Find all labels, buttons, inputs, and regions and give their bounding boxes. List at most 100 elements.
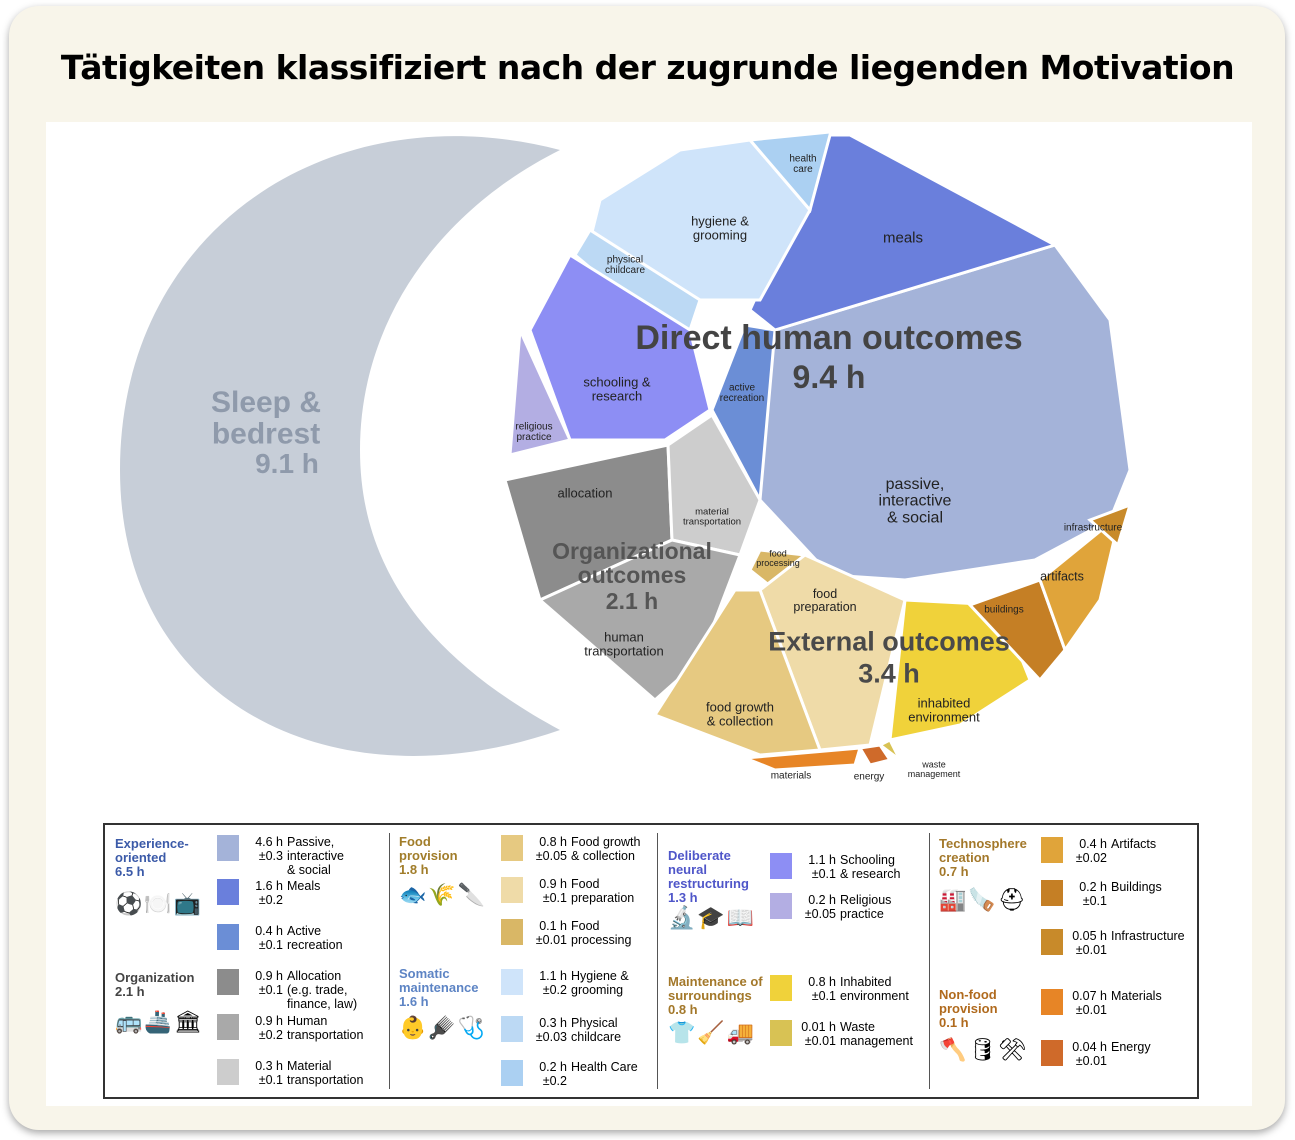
- sleep-value: 9.1 h: [255, 448, 319, 479]
- legend-label-active-recreation: Active recreation: [287, 924, 343, 952]
- legend-icons-food: 🐟🌾🔪: [399, 882, 488, 907]
- legend-label-meals: Meals: [287, 879, 321, 893]
- legend-label-passive-interactive-social: Passive, interactive & social: [287, 835, 344, 877]
- legend-value-energy: 0.04 h ±0.01: [1072, 1040, 1107, 1068]
- slice-label-materials: materials: [771, 771, 812, 782]
- group-value-organizational: 2.1 h: [606, 588, 658, 614]
- legend-swatch-schooling-research: [770, 853, 792, 879]
- legend: Experience- oriented 6.5 h ⚽🍽️📺 4.6 h ±0.3…: [103, 823, 1199, 1099]
- legend-value-materials: 0.07 h ±0.01: [1072, 989, 1107, 1017]
- slice-label-schooling-research: schooling & research: [583, 375, 651, 404]
- legend-swatch-passive-interactive-social: [217, 835, 239, 861]
- legend-swatch-religious-practice: [770, 893, 792, 919]
- legend-swatch-material-transportation: [217, 1059, 239, 1085]
- legend-swatch-materials: [1041, 989, 1063, 1015]
- slice-artifacts: [1038, 511, 1123, 654]
- legend-swatch-hygiene-grooming: [501, 969, 523, 995]
- legend-value-meals: 1.6 h ±0.2: [255, 879, 283, 907]
- legend-label-health-care: Health Care: [571, 1060, 638, 1074]
- legend-swatch-food-processing: [501, 919, 523, 945]
- slice-label-buildings: buildings: [984, 605, 1023, 616]
- slice-waste-management: [877, 737, 902, 762]
- legend-swatch-physical-childcare: [501, 1016, 523, 1042]
- slice-label-religious-practice: religious practice: [515, 421, 552, 443]
- slice-energy: [857, 743, 893, 767]
- legend-value-food-preparation: 0.9 h ±0.1: [539, 877, 567, 905]
- slice-health-care: [746, 128, 851, 214]
- slice-label-inhabited-environment: inhabited environment: [908, 696, 980, 725]
- slice-label-passive-interactive-social: passive, interactive & social: [879, 476, 952, 527]
- sleep-label: Sleep & bedrest: [211, 386, 321, 451]
- legend-group-surroundings: Maintenance of surroundings 0.8 h: [668, 974, 763, 1017]
- slice-label-meals: meals: [883, 229, 923, 246]
- legend-swatch-food-growth-collection: [501, 835, 523, 861]
- legend-divider: [657, 833, 658, 1089]
- legend-label-food-preparation: Food preparation: [571, 877, 635, 905]
- legend-icons-nonfood: 🪓🛢⚒: [939, 1037, 1029, 1062]
- legend-group-experience: Experience- oriented 6.5 h: [115, 836, 189, 879]
- legend-icons-neural: 🔬🎓📖: [668, 905, 757, 930]
- legend-value-schooling-research: 1.1 h ±0.1: [808, 853, 836, 881]
- slice-religious-practice: [508, 324, 573, 457]
- legend-swatch-meals: [217, 879, 239, 905]
- legend-value-active-recreation: 0.4 h ±0.1: [255, 924, 283, 952]
- legend-swatch-infrastructure: [1041, 929, 1063, 955]
- legend-group-neural: Deliberate neural restructuring 1.3 h: [668, 848, 749, 905]
- slice-label-active-recreation: active recreation: [720, 382, 764, 404]
- legend-label-food-growth-collection: Food growth & collection: [571, 835, 641, 863]
- slice-label-food-processing: food processing: [756, 548, 800, 567]
- legend-label-infrastructure: Infrastructure: [1111, 929, 1185, 943]
- legend-label-human-transportation: Human transportation: [287, 1014, 364, 1042]
- legend-swatch-waste-management: [770, 1020, 792, 1046]
- group-value-direct: 9.4 h: [793, 359, 866, 395]
- legend-label-food-processing: Food processing: [571, 919, 632, 947]
- legend-swatch-allocation-e-g-trade-finance-law: [217, 969, 239, 995]
- legend-group-food: Food provision 1.8 h: [399, 834, 458, 877]
- chart-panel: Sleep & bedrest 9.1 h passive, interactive & …: [46, 122, 1252, 1106]
- legend-group-nonfood: Non-food provision 0.1 h: [939, 987, 998, 1030]
- slice-label-energy: energy: [854, 772, 885, 783]
- legend-icons-somatic: 👶🪮🩺: [399, 1015, 488, 1040]
- legend-swatch-health-care: [501, 1060, 523, 1086]
- slice-label-hygiene-grooming: hygiene & grooming: [691, 214, 749, 243]
- legend-label-schooling-research: Schooling & research: [840, 853, 901, 881]
- legend-icons-technosphere: 🏭🪚⛑: [939, 887, 1028, 912]
- legend-label-buildings: Buildings: [1111, 880, 1162, 894]
- legend-swatch-active-recreation: [217, 924, 239, 950]
- legend-value-food-growth-collection: 0.8 h ±0.05: [535, 835, 567, 863]
- slice-label-allocation: allocation: [558, 486, 613, 501]
- slice-materials: [744, 746, 863, 772]
- slice-label-human-transportation: human transportation: [584, 630, 664, 659]
- legend-swatch-energy: [1041, 1040, 1063, 1066]
- slice-label-physical-childcare: physical childcare: [605, 254, 645, 276]
- legend-value-allocation-e-g-trade-finance-law: 0.9 h ±0.1: [255, 969, 283, 997]
- slice-label-food-growth-collection: food growth & collection: [706, 700, 774, 729]
- legend-label-hygiene-grooming: Hygiene & grooming: [571, 969, 629, 997]
- legend-swatch-buildings: [1041, 880, 1063, 906]
- legend-value-material-transportation: 0.3 h ±0.1: [255, 1059, 283, 1087]
- legend-group-technosphere: Technosphere creation 0.7 h: [939, 836, 1027, 879]
- legend-icons-experience: ⚽🍽️📺: [115, 891, 204, 916]
- group-label-organizational: Organizational outcomes: [552, 538, 712, 588]
- page-title: Tätigkeiten klassifiziert nach der zugru…: [60, 48, 1235, 87]
- legend-label-inhabited-environment: Inhabited environment: [840, 975, 909, 1003]
- group-value-external: 3.4 h: [858, 658, 920, 688]
- slice-infrastructure: [1087, 502, 1133, 548]
- legend-divider: [389, 833, 390, 1089]
- legend-label-allocation-e-g-trade-finance-law: Allocation (e.g. trade, finance, law): [287, 969, 358, 1011]
- legend-value-inhabited-environment: 0.8 h ±0.1: [808, 975, 836, 1003]
- legend-value-artifacts: 0.4 h ±0.02: [1075, 837, 1107, 865]
- legend-value-religious-practice: 0.2 h ±0.05: [804, 893, 836, 921]
- legend-value-passive-interactive-social: 4.6 h ±0.3: [255, 835, 283, 863]
- legend-value-health-care: 0.2 h ±0.2: [539, 1060, 567, 1088]
- legend-value-hygiene-grooming: 1.1 h ±0.2: [539, 969, 567, 997]
- slice-label-infrastructure: infrastructure: [1064, 523, 1123, 534]
- slice-label-health-care: health care: [789, 153, 816, 175]
- legend-value-waste-management: 0.01 h ±0.01: [801, 1020, 836, 1048]
- legend-value-buildings: 0.2 h ±0.1: [1079, 880, 1107, 908]
- legend-group-somatic: Somatic maintenance 1.6 h: [399, 966, 479, 1009]
- legend-value-physical-childcare: 0.3 h ±0.03: [535, 1016, 567, 1044]
- legend-swatch-artifacts: [1041, 837, 1063, 863]
- legend-value-food-processing: 0.1 h ±0.01: [535, 919, 567, 947]
